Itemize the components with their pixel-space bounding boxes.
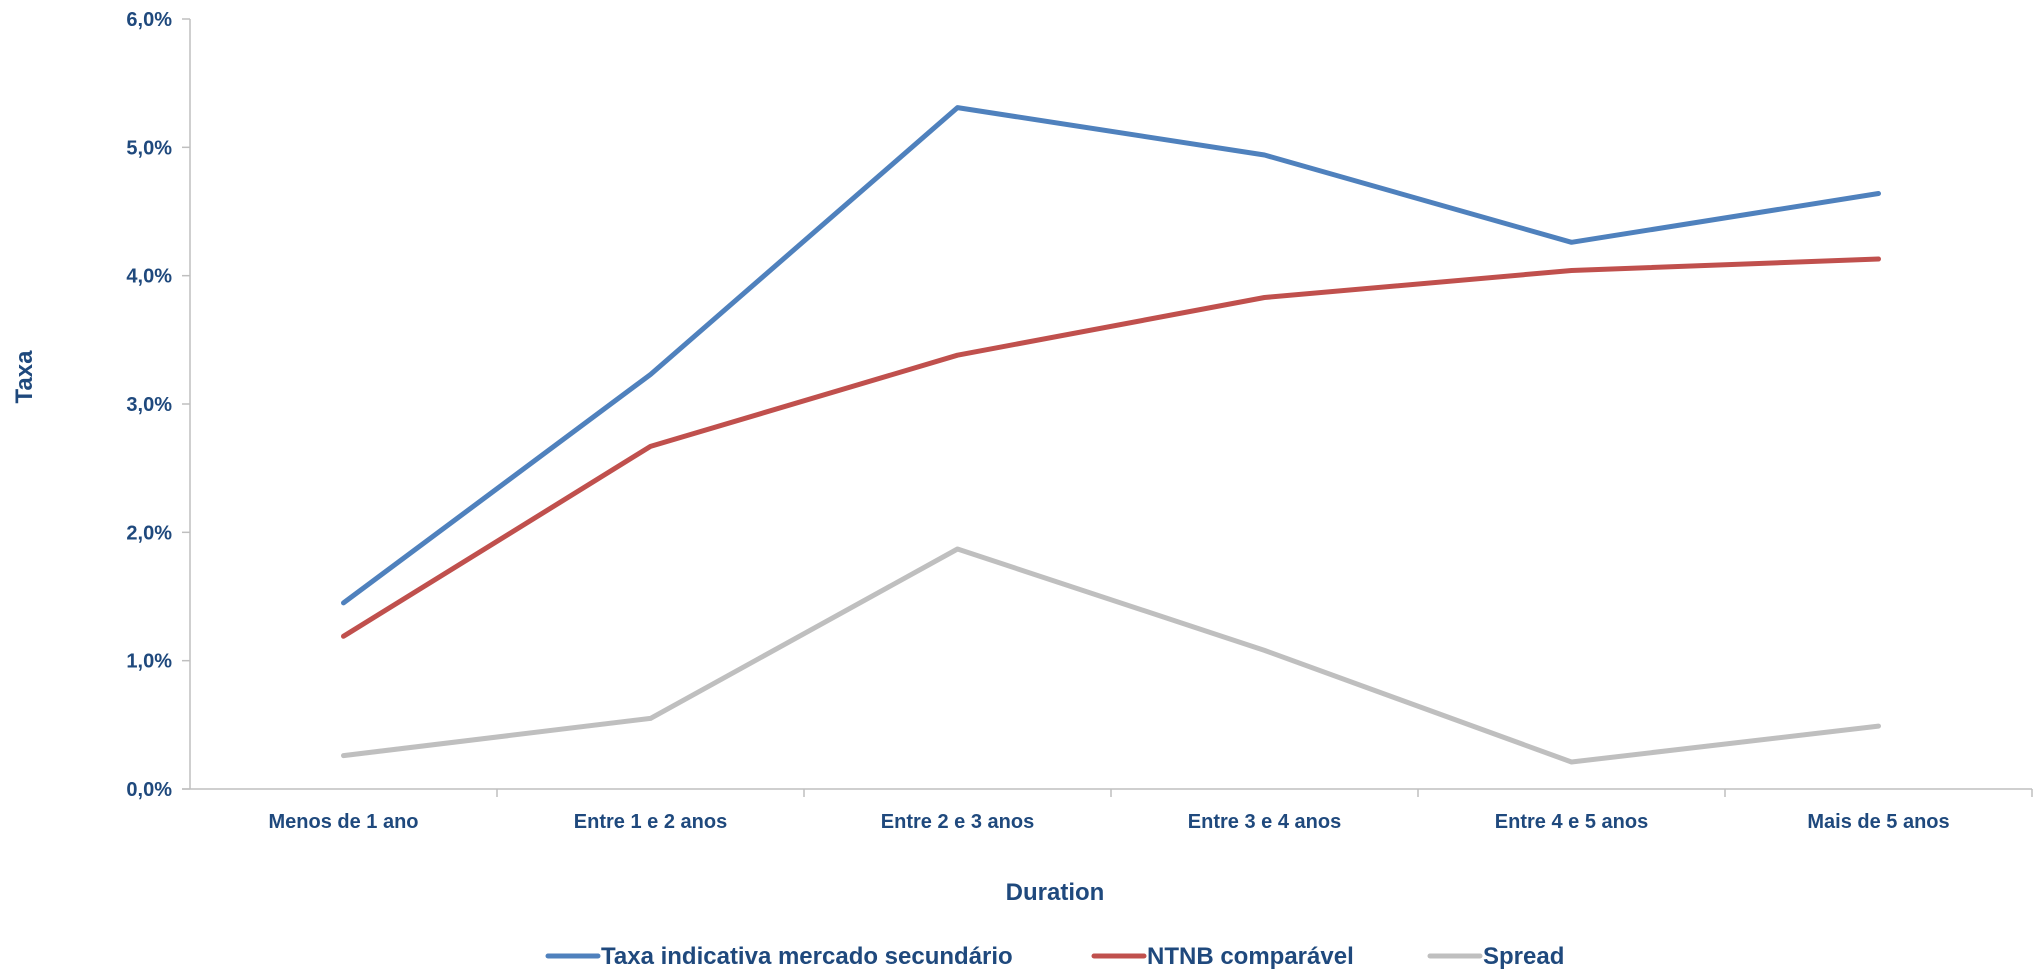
- legend-label: Spread: [1483, 943, 1564, 970]
- y-tick-label: 6,0%: [126, 9, 172, 31]
- legend-label: Taxa indicativa mercado secundário: [601, 943, 1013, 970]
- x-tick-label: Entre 1 e 2 anos: [574, 811, 727, 833]
- x-tick-label: Entre 4 e 5 anos: [1495, 811, 1648, 833]
- x-tick-label: Menos de 1 ano: [268, 811, 418, 833]
- series-group: [341, 105, 1881, 765]
- series-line-2: [341, 256, 1881, 639]
- x-tick-labels: Menos de 1 ano Entre 1 e 2 anos Entre 2 e …: [268, 811, 1949, 833]
- y-tick-label: 5,0%: [126, 137, 172, 159]
- y-tick-label: 3,0%: [126, 394, 172, 416]
- y-tick-label: 2,0%: [126, 522, 172, 544]
- x-tick-label: Mais de 5 anos: [1807, 811, 1949, 833]
- y-tick-label: 1,0%: [126, 651, 172, 673]
- legend-item: NTNB comparável: [1091, 943, 1354, 970]
- x-tick-label: Entre 3 e 4 anos: [1188, 811, 1341, 833]
- x-tick-marks: [496, 789, 2033, 797]
- legend-item: Spread: [1427, 943, 1564, 970]
- legend: Taxa indicativa mercado secundário NTNB c…: [545, 943, 1564, 970]
- y-tick-marks: [182, 18, 190, 790]
- series-line-3: [341, 546, 1881, 765]
- x-tick-label: Entre 2 e 3 anos: [881, 811, 1034, 833]
- y-tick-labels: 0,0% 1,0% 2,0% 3,0% 4,0% 5,0% 6,0%: [126, 9, 172, 801]
- series-line-1: [341, 105, 1881, 606]
- y-tick-label: 4,0%: [126, 266, 172, 288]
- legend-item: Taxa indicativa mercado secundário: [545, 943, 1013, 970]
- y-axis-title: Taxa: [11, 350, 38, 404]
- x-axis-title: Duration: [1006, 879, 1105, 906]
- y-tick-label: 0,0%: [126, 779, 172, 801]
- legend-label: NTNB comparável: [1147, 943, 1354, 970]
- plot-area: 0,0% 1,0% 2,0% 3,0% 4,0% 5,0% 6,0% Menos de 1 …: [126, 9, 2033, 833]
